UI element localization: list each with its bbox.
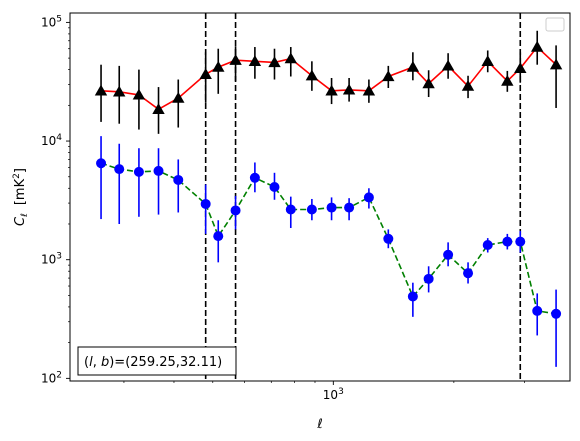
series-0-point-3 [152,103,165,114]
annotation-box: (l, b)=(259.25,32.11) [77,346,237,376]
series-1-point-20 [482,240,493,251]
series-1-point-14 [363,192,374,203]
series-1-point-5 [200,198,211,209]
series-0-point-11 [305,69,319,81]
series-1-point-10 [285,204,296,215]
series-0-point-5 [199,68,212,79]
series-0-point-16 [406,60,420,72]
series-1-point-0 [96,158,107,169]
x-axis-ticks: 103 [123,381,525,402]
svg-text:(l, b)=(259.25,32.11): (l, b)=(259.25,32.11) [84,355,222,370]
series-0-point-13 [342,83,356,95]
series-0-point-20 [481,55,494,66]
series-1-point-6 [213,231,224,242]
series-0-point-2 [132,88,146,100]
series-0-point-1 [113,85,126,97]
x-tick-label-0: 103 [323,387,344,402]
plot-area-frame [69,12,571,382]
series-0-point-0 [94,84,108,96]
series-1-point-16 [407,291,418,302]
series-0-point-18 [441,59,455,71]
series-1-point-11 [306,204,317,215]
series-1-point-18 [443,249,454,260]
series-1-point-15 [383,233,394,244]
series-0-point-6 [212,60,225,72]
series-0-point-24 [549,58,563,70]
series-1-point-1 [114,164,125,175]
series-0 [94,30,563,134]
x-axis-label: ℓ [316,417,322,432]
series-0-point-7 [229,54,242,65]
series-1-point-3 [153,165,164,176]
series-1-point-22 [515,236,526,247]
series-0-point-8 [248,55,262,66]
series-1-point-23 [532,305,543,316]
series-1-point-7 [230,205,241,216]
y-tick-label-3: 105 [41,14,62,29]
y-tick-label-0: 102 [41,370,62,385]
series-1-point-17 [423,273,434,284]
series-0-point-14 [362,84,376,96]
series-1-point-19 [463,268,474,279]
series-0-point-23 [531,40,544,52]
series-1-point-24 [551,308,562,319]
y-axis-label: Cℓ[mK2] [12,168,30,226]
series-1-point-12 [326,202,337,213]
series-1-point-4 [173,174,184,185]
y-tick-label-2: 104 [41,133,62,148]
series-1-point-8 [249,172,260,183]
series-0-point-15 [382,70,395,82]
series-0-point-22 [514,62,527,73]
series-0-point-9 [268,56,281,68]
svg-text:Cℓ[mK2]: Cℓ[mK2] [12,168,30,226]
series-1 [96,136,562,367]
series-1-point-21 [502,236,513,247]
series-0-point-21 [501,74,514,86]
series-0-point-17 [422,77,435,89]
y-tick-label-1: 103 [41,252,62,267]
series-0-point-10 [284,52,297,64]
series-0-point-12 [325,84,338,96]
data-series [94,30,563,367]
legend-box [545,17,565,32]
series-1-point-9 [269,181,280,192]
series-0-point-19 [461,80,475,91]
series-0-point-4 [172,91,185,103]
series-1-point-2 [133,166,144,177]
y-axis-ticks: 102 103 104 105 [41,14,70,385]
series-1-point-13 [344,202,355,213]
